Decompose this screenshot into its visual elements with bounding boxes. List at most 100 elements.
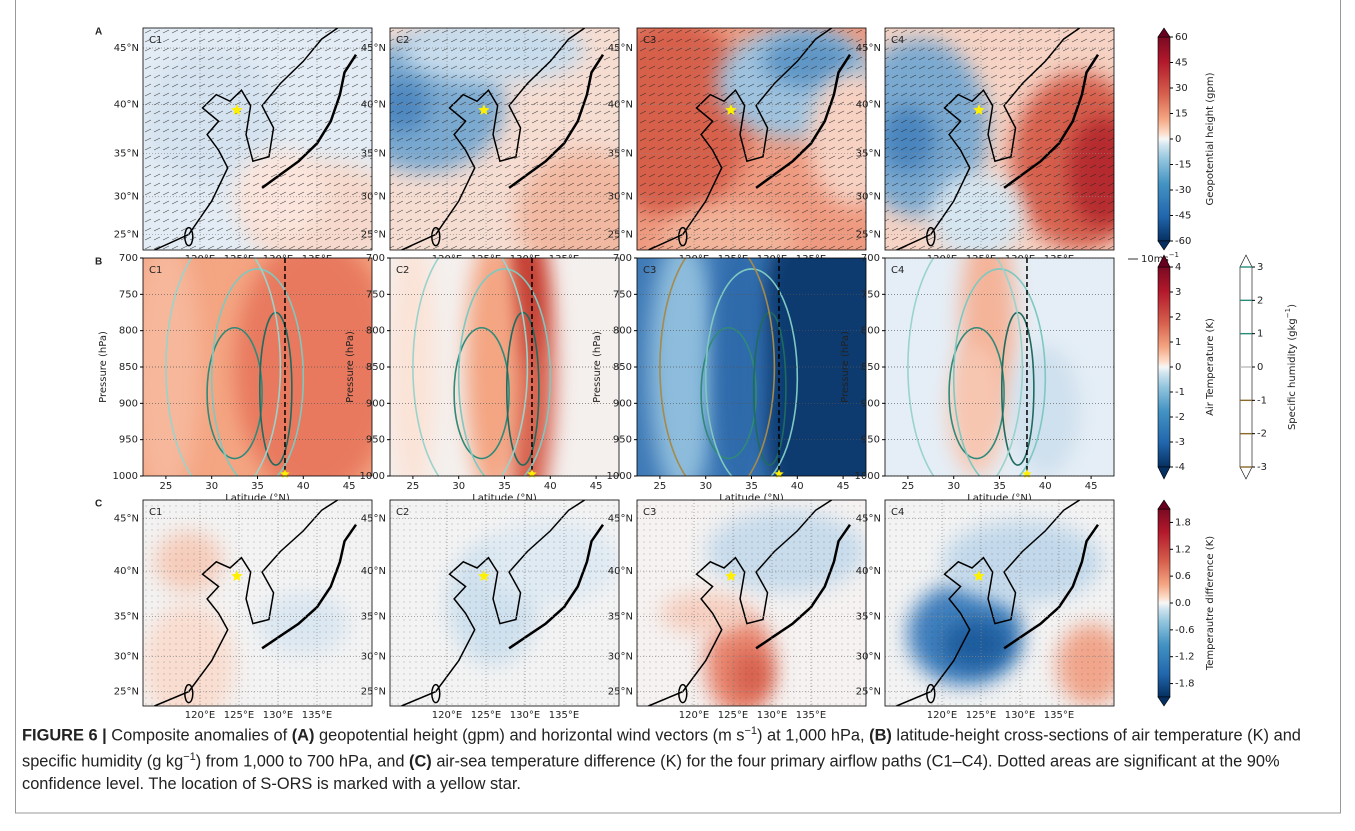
island	[678, 226, 688, 247]
y-tick-label: 45°N	[856, 514, 881, 525]
colorbar-label-part: −1	[1284, 308, 1292, 318]
overlay	[637, 500, 866, 706]
colorbar-body	[1157, 36, 1171, 242]
x-axis-label: Latitude (°N)	[472, 493, 537, 504]
y-tick-label: 800	[613, 326, 632, 337]
colorbar-extend	[1157, 240, 1171, 251]
colorbar-extend	[1239, 466, 1253, 480]
x-tick-label: 130°E	[1005, 710, 1035, 721]
coastline	[401, 28, 586, 250]
y-tick-label: 45°N	[608, 514, 633, 525]
subplot-frame	[142, 257, 373, 477]
subplot-title: C2	[396, 265, 409, 276]
colorbar-tick-label: 1.2	[1175, 544, 1191, 555]
colorbar-label-part: )	[1287, 304, 1298, 308]
subplot-title: C1	[149, 35, 162, 46]
y-tick-label: 30°N	[114, 192, 139, 203]
colorbar-tick-label: -1	[1257, 395, 1267, 406]
y-tick-label: 1000	[360, 471, 385, 482]
y-tick-label: 30°N	[608, 652, 633, 663]
x-tick-label: 35	[498, 481, 511, 492]
colorbar-extend	[1157, 254, 1171, 268]
x-tick-label: 25	[902, 481, 915, 492]
y-tick-label: 35°N	[361, 611, 386, 622]
x-tick-label: 40	[544, 481, 557, 492]
x-tick-label: 25	[654, 481, 667, 492]
caption-part: ) at 1,000 hPa,	[757, 726, 870, 745]
colorbar-tick-label: -2	[1175, 412, 1185, 423]
x-tick-label: 30	[947, 481, 960, 492]
x-tick-label: 130°E	[757, 710, 787, 721]
colorbar-tick-label: 0.6	[1175, 571, 1191, 582]
y-tick-label: 700	[119, 253, 138, 264]
y-tick-label: 850	[366, 362, 385, 373]
y-tick-label: 25°N	[856, 687, 881, 698]
island	[678, 683, 688, 704]
subplot-frame	[884, 27, 1115, 251]
colorbar-tick-label: 60	[1175, 32, 1188, 43]
coastline	[261, 524, 357, 650]
y-tick-label: 950	[861, 435, 880, 446]
colorbar: 1.8 1.2 0.6 0.0 -0.6 -1.2 -1.8 Temperautre diff…	[1157, 499, 1216, 707]
caption-part: −1	[183, 751, 196, 764]
colorbar-tick-label: -4	[1175, 462, 1185, 473]
x-axis-label: Latitude (°N)	[719, 493, 784, 504]
y-tick-label: 850	[119, 362, 138, 373]
field	[143, 258, 372, 476]
field-blob	[143, 258, 201, 476]
x-tick-label: 135°E	[1044, 710, 1074, 721]
contour	[412, 258, 529, 476]
station-star	[231, 104, 243, 115]
island	[926, 683, 936, 704]
y-tick-label: 30°N	[856, 652, 881, 663]
y-tick-label: 800	[366, 326, 385, 337]
y-tick-label: 700	[366, 253, 385, 264]
overlay	[885, 500, 1114, 706]
colorbar: 60 45 30 15 0 -15 -30 -45 -60 Geopotential height…	[1157, 27, 1216, 251]
subplot: 45°N40°N35°N30°N25°N120°E125°E130°E135°E…	[856, 27, 1115, 265]
caption-part: (B)	[869, 726, 892, 745]
y-tick-label: 30°N	[361, 192, 386, 203]
colorbar-tick-label: -45	[1175, 211, 1191, 222]
y-tick-label: 900	[366, 398, 385, 409]
y-tick-label: 35°N	[608, 611, 633, 622]
y-tick-label: 40°N	[114, 566, 139, 577]
contour	[165, 258, 282, 476]
x-tick-label: 130°E	[263, 710, 293, 721]
station-star	[478, 104, 490, 115]
coastline	[401, 500, 586, 706]
x-tick-label: 25	[407, 481, 420, 492]
y-tick-label: 40°N	[361, 566, 386, 577]
overlay	[390, 28, 619, 250]
x-tick-label: 120°E	[927, 710, 957, 721]
x-tick-label: 130°E	[510, 710, 540, 721]
coastline	[508, 53, 605, 189]
coastline	[648, 500, 833, 706]
subplot-title: C4	[891, 507, 904, 518]
colorbar-label: Geopotential height (gpm)	[1205, 72, 1216, 205]
y-tick-label: 800	[119, 326, 138, 337]
x-tick-label: 35	[993, 481, 1006, 492]
subplot-title: C3	[643, 35, 656, 46]
colorbar-extend	[1157, 696, 1171, 707]
coastline	[154, 28, 339, 250]
island	[431, 683, 441, 704]
colorbar-tick-label: 0.0	[1175, 598, 1191, 609]
contour	[952, 268, 1047, 476]
field	[885, 258, 1114, 476]
y-tick-label: 30°N	[114, 652, 139, 663]
y-tick-label: 850	[861, 362, 880, 373]
coastline	[261, 53, 358, 189]
colorbar-tick-label: 30	[1175, 83, 1188, 94]
subplot-title: C3	[643, 507, 656, 518]
colorbar-tick-label: 15	[1175, 109, 1188, 120]
colorbar-label-part: gkg	[1287, 318, 1298, 337]
y-tick-label: 45°N	[856, 43, 881, 54]
colorbar-tick-label: -3	[1175, 437, 1185, 448]
y-tick-label: 25°N	[608, 687, 633, 698]
y-tick-label: 900	[119, 398, 138, 409]
y-tick-label: 25°N	[361, 229, 386, 240]
field	[143, 500, 372, 706]
y-tick-label: 900	[861, 398, 880, 409]
coastline	[1003, 53, 1100, 189]
